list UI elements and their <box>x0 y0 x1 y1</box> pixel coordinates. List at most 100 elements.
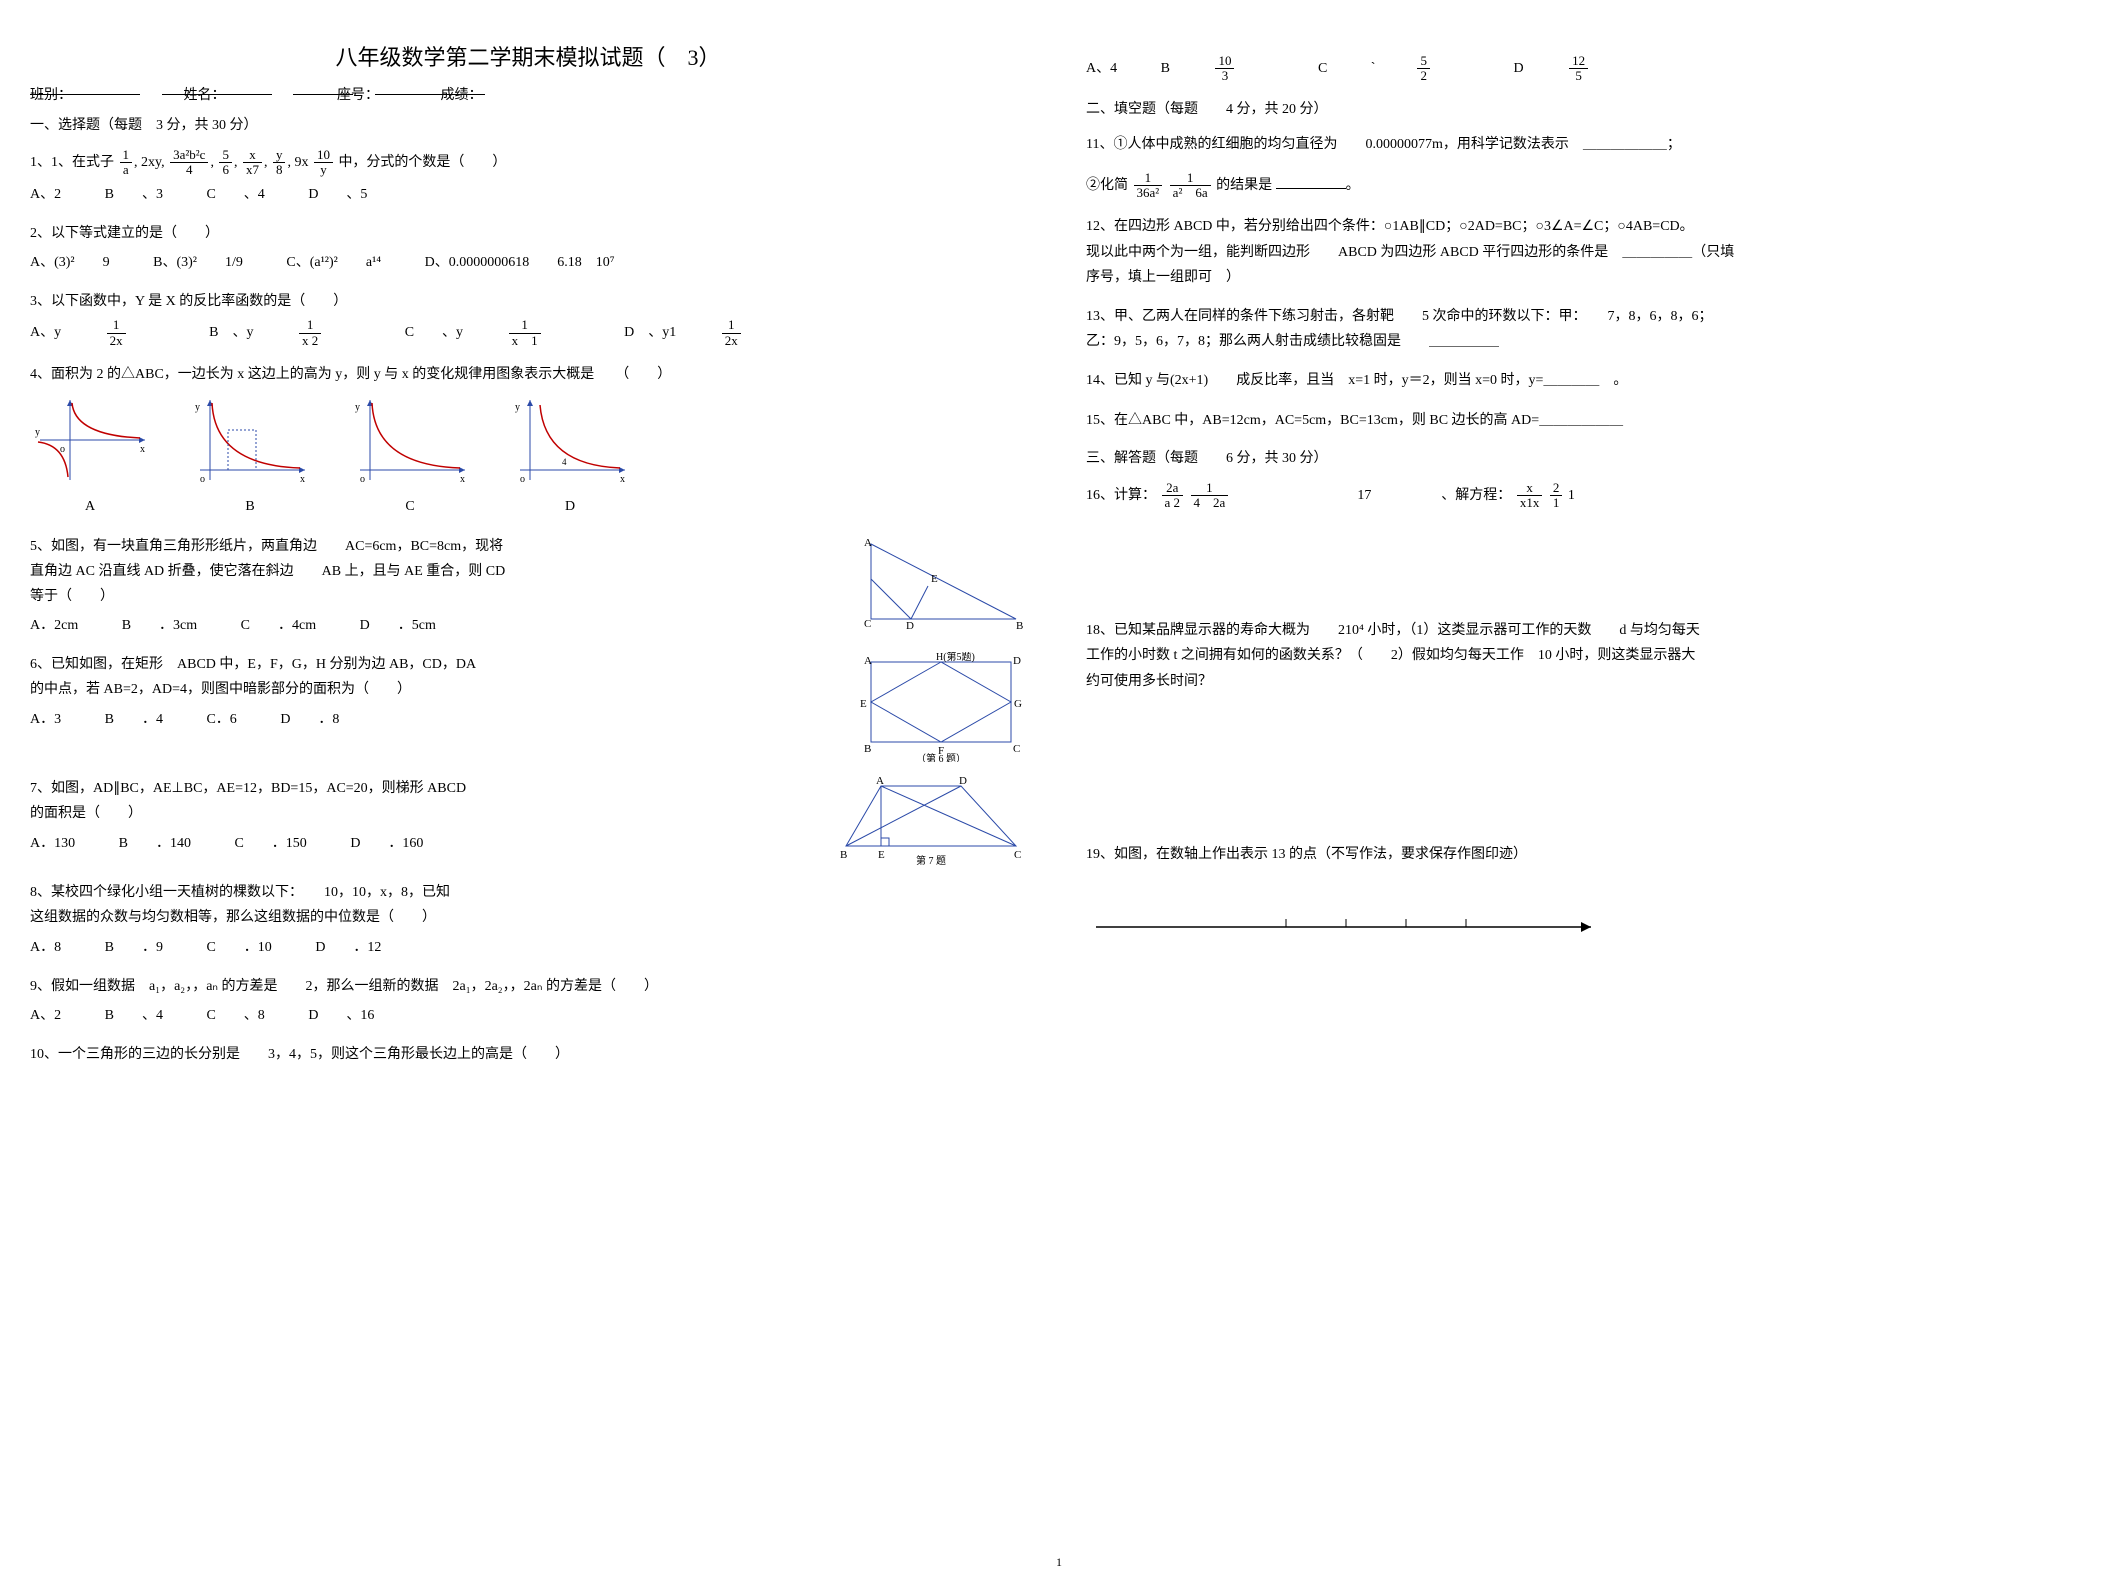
q11a: 11、①人体中成熟的红细胞的均匀直径为 0.00000077m，用科学记数法表示… <box>1086 132 2082 157</box>
q17-f2d: 1 <box>1550 496 1563 510</box>
svg-text:C: C <box>1014 849 1021 861</box>
q5: A E C D B 5、如图，有一块直角三角形形纸片，两直角边 AC=6cm，B… <box>30 534 1026 639</box>
q18-l1: 18、已知某品牌显示器的寿命大概为 210⁴ 小时，（1）这类显示器可工作的天数… <box>1086 618 2082 643</box>
q9-optD: D 、16 <box>308 1003 374 1028</box>
q4-stem: 4、面积为 2 的△ABC，一边长为 x 这边上的高为 y，则 y 与 x 的变… <box>30 362 1026 387</box>
q7-optD: D ．160 <box>350 831 423 856</box>
svg-text:第 7 题: 第 7 题 <box>916 854 946 866</box>
q6-optA: A．3 <box>30 707 61 732</box>
svg-text:o: o <box>520 474 525 485</box>
q7: A D B E C 第 7 题 7、如图，AD∥BC，AE⊥BC，AE=12，B… <box>30 776 1026 866</box>
q10-optA: A、4 <box>1086 56 1117 81</box>
q3-optC-lbl: C 、y <box>405 320 463 345</box>
exam-title: 八年级数学第二学期末模拟试题（ 3） <box>30 40 1026 72</box>
page-number: 1 <box>1056 1555 1062 1570</box>
q1-f4-num: 5 <box>219 148 232 163</box>
q9-stem: 9、假如一组数据 a₁，a₂，，aₙ 的方差是 2，那么一组新的数据 2a₁，2… <box>30 974 1026 999</box>
q4-label-C: C <box>350 494 470 519</box>
svg-text:y: y <box>195 402 200 413</box>
q16-f1n: 2a <box>1162 481 1184 496</box>
q6: A H(第5题) D E G B F C （第 6 题） 6、已知如图，在矩形 … <box>30 652 1026 762</box>
left-column: 八年级数学第二学期末模拟试题（ 3） // inject labels befo… <box>30 40 1026 1081</box>
svg-text:B: B <box>864 743 871 755</box>
q1-stem-b: 中，分式的个数是（ ） <box>338 155 506 170</box>
q18: 18、已知某品牌显示器的寿命大概为 210⁴ 小时，（1）这类显示器可工作的天数… <box>1086 618 2082 694</box>
q16-lbl: 16、计算： <box>1086 488 1156 503</box>
q3C-num: 1 <box>509 318 541 333</box>
svg-text:E: E <box>878 849 885 861</box>
q12-l2: 现以此中两个为一组，能判断四边形 ABCD 为四边形 ABCD 平行四边形的条件… <box>1086 240 2082 265</box>
q12-l1: 12、在四边形 ABCD 中，若分别给出四个条件：○1AB∥CD；○2AD=BC… <box>1086 214 2082 239</box>
graph-B-icon: y x o <box>190 395 310 485</box>
svg-text:o: o <box>360 474 365 485</box>
name-label: 姓名： <box>184 84 334 104</box>
q3B-den: x 2 <box>299 334 321 348</box>
svg-text:E: E <box>931 573 938 585</box>
svg-text:o: o <box>60 444 65 455</box>
svg-text:x: x <box>140 444 145 455</box>
q13: 13、甲、乙两人在同样的条件下练习射击，各射靶 5 次命中的环数以下：甲： 7，… <box>1086 304 2082 354</box>
q9-optC: C 、8 <box>206 1003 264 1028</box>
q3-optB-lbl: B 、y <box>209 320 253 345</box>
svg-text:y: y <box>35 427 40 438</box>
graph-A-icon: y x o <box>30 395 150 485</box>
svg-text:D: D <box>959 776 967 787</box>
q9-optA: A、2 <box>30 1003 61 1028</box>
q5-optD: D ．5cm <box>360 613 436 638</box>
q6-optD: D ．8 <box>280 707 339 732</box>
q12: 12、在四边形 ABCD 中，若分别给出四个条件：○1AB∥CD；○2AD=BC… <box>1086 214 2082 290</box>
q11b: ②化简 136a² 1a² 6a 的结果是 。 <box>1086 171 2082 201</box>
q1-i7: 9x <box>294 155 308 170</box>
q7-figure-icon: A D B E C 第 7 题 <box>836 776 1026 866</box>
q1-f5-num: x <box>243 148 262 163</box>
q1-f6-den: 8 <box>273 163 286 177</box>
q2-optB: B、(3)² 1/9 <box>153 250 243 275</box>
svg-text:o: o <box>200 474 205 485</box>
svg-text:G: G <box>1014 698 1022 710</box>
svg-text:C: C <box>864 618 871 629</box>
q10B-num: 10 <box>1215 54 1234 69</box>
svg-text:D: D <box>1013 655 1021 667</box>
q5-optB: B ．3cm <box>122 613 197 638</box>
q4-label-D: D <box>510 494 630 519</box>
q11b-f1n: 1 <box>1134 171 1163 186</box>
q10B-den: 3 <box>1215 69 1234 83</box>
q2-optA: A、(3)² 9 <box>30 250 110 275</box>
q11b-b: 的结果是 <box>1216 178 1272 193</box>
q15: 15、在△ABC 中，AB=12cm，AC=5cm，BC=13cm，则 BC 边… <box>1086 408 2082 433</box>
q8-optD: D ．12 <box>315 935 381 960</box>
q1-stem-a: 1、1、在式子 <box>30 155 114 170</box>
q1-f8-num: 10 <box>314 148 333 163</box>
q18-l3: 约可使用多长时间？ <box>1086 669 2082 694</box>
q18-l2: 工作的小时数 t 之间拥有如何的函数关系？（ 2）假如均匀每天工作 10 小时，… <box>1086 643 2082 668</box>
q3: 3、以下函数中，Y 是 X 的反比率函数的是（ ） A、y 12x B 、y 1… <box>30 289 1026 348</box>
q3-optA-lbl: A、y <box>30 320 61 345</box>
q1: 1、1、在式子 1a, 2xy, 3a²b²c4, 56, xx7, y8, 9… <box>30 148 1026 207</box>
right-column: A、4 B 103 C `52 D 125 二、填空题（每题 4 分，共 20 … <box>1086 40 2082 1081</box>
q1-optD: D 、5 <box>308 182 367 207</box>
q5-figure-icon: A E C D B <box>856 534 1026 629</box>
q4-label-A: A <box>30 494 150 519</box>
q7-optB: B ．140 <box>119 831 191 856</box>
svg-text:B: B <box>1016 620 1023 629</box>
q9-optB: B 、4 <box>105 1003 163 1028</box>
q1-f3-num: 3a²b²c <box>170 148 208 163</box>
svg-text:x: x <box>300 474 305 485</box>
svg-text:C: C <box>1013 743 1020 755</box>
q5-optA: A．2cm <box>30 613 78 638</box>
svg-text:x: x <box>620 474 625 485</box>
q11b-blank <box>1276 188 1346 189</box>
q10-optC: C <box>1318 56 1327 81</box>
svg-text:E: E <box>860 698 867 710</box>
q10: 10、一个三角形的三边的长分别是 3，4，5，则这个三角形最长边上的高是（ ） <box>30 1042 1026 1067</box>
q5-optC: C ．4cm <box>241 613 316 638</box>
q3-optD-lbl: D 、y1 <box>624 320 676 345</box>
q7-optA: A．130 <box>30 831 75 856</box>
q1-f8-den: y <box>314 163 333 177</box>
q1-f3-den: 4 <box>170 163 208 177</box>
q3A-den: 2x <box>107 334 126 348</box>
q1-f6-num: y <box>273 148 286 163</box>
q16-f1d: a 2 <box>1162 496 1184 510</box>
q3B-num: 1 <box>299 318 321 333</box>
score-label: 成绩： <box>441 88 483 103</box>
